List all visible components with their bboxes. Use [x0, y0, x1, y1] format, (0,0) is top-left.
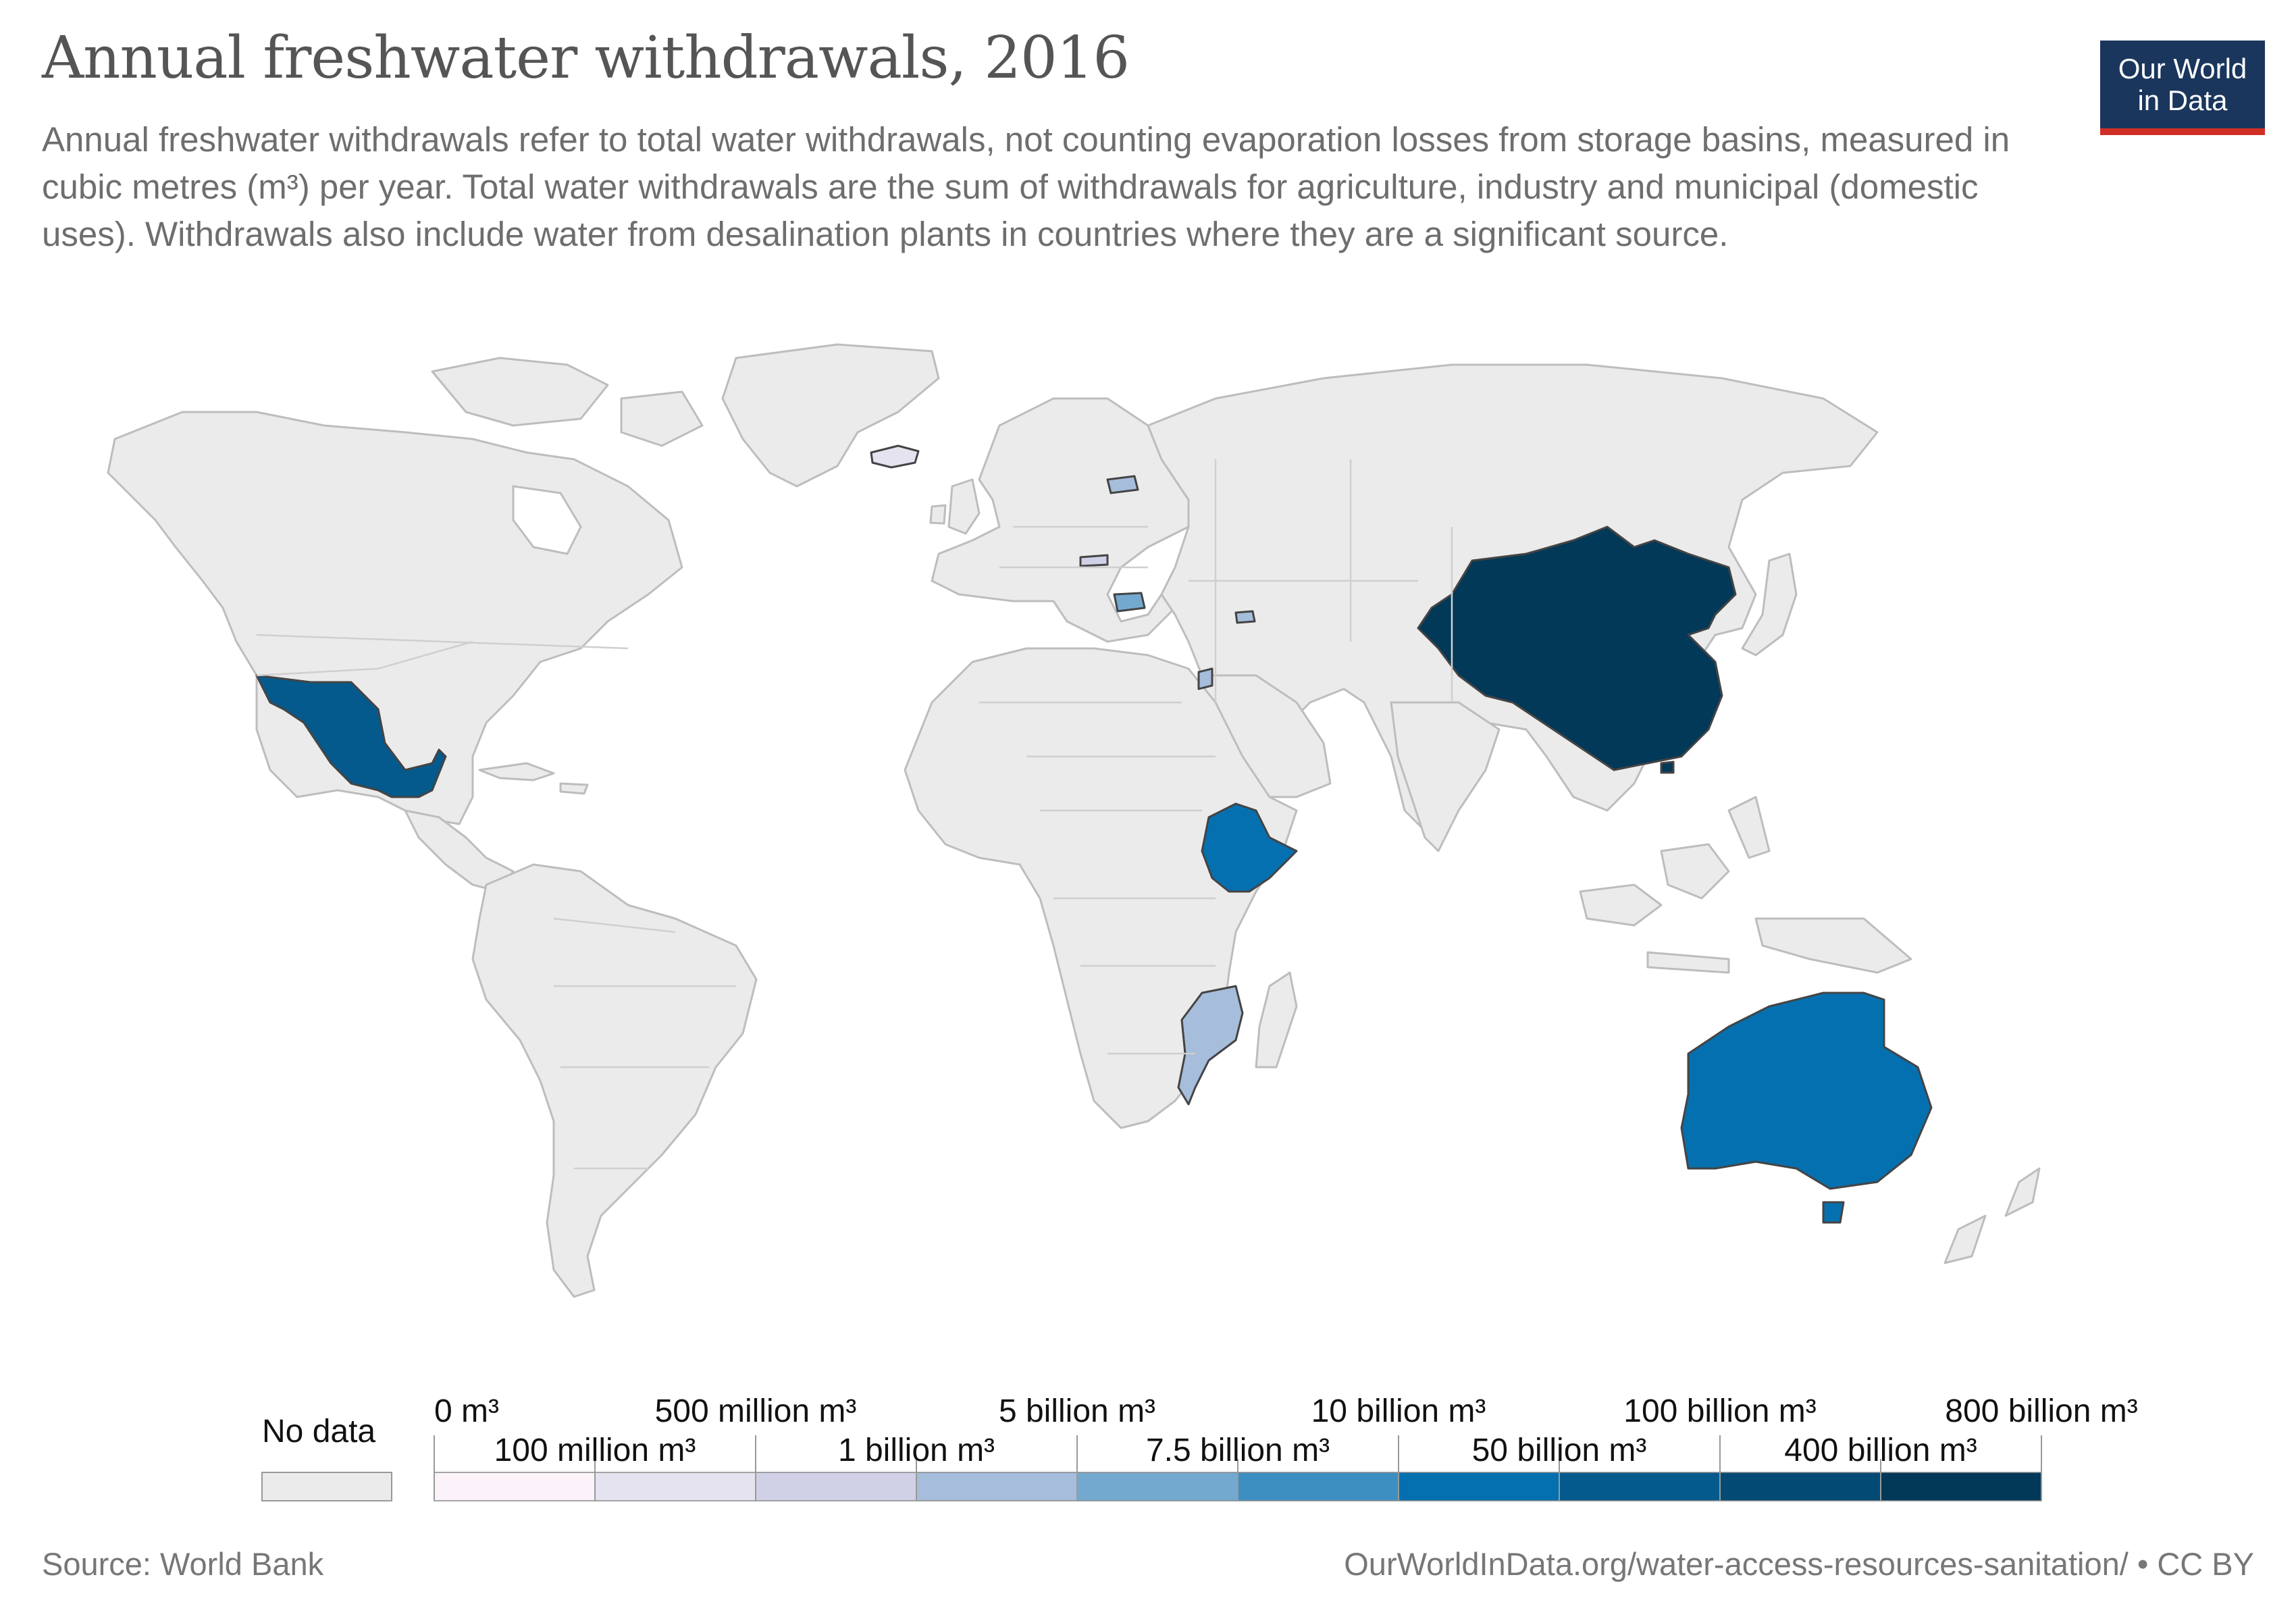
mozambique[interactable]	[1177, 985, 1244, 1106]
caribbean[interactable]	[478, 762, 589, 795]
legend-bin-2[interactable]	[755, 1472, 917, 1501]
world-map[interactable]	[0, 324, 2296, 1344]
india[interactable]	[1390, 701, 1501, 852]
legend-top-label-0: 0 m³	[434, 1393, 499, 1429]
legend-bin-8[interactable]	[1719, 1472, 1881, 1501]
iceland[interactable]	[870, 444, 920, 469]
jordan[interactable]	[1197, 667, 1214, 690]
bulgaria[interactable]	[1113, 592, 1146, 613]
australia[interactable]	[1680, 992, 1933, 1190]
logo-line-1: Our World	[2118, 53, 2247, 84]
legend-top-label-4: 100 billion m³	[1623, 1393, 1816, 1429]
uk-ireland[interactable]	[929, 478, 981, 535]
country-borders	[256, 459, 1453, 1170]
source-url[interactable]: OurWorldInData.org/water-access-resource…	[1344, 1546, 2254, 1582]
owid-logo[interactable]: Our World in Data	[2100, 41, 2265, 135]
legend-bin-7[interactable]	[1559, 1472, 1721, 1501]
ethiopia[interactable]	[1201, 802, 1298, 893]
new-zealand[interactable]	[1943, 1167, 2041, 1264]
source-note: Source: World Bank	[42, 1546, 324, 1582]
legend-bottom-labels: 100 million m³ 1 billion m³ 7.5 billion m³…	[494, 1433, 1977, 1468]
south-america[interactable]	[471, 863, 758, 1298]
legend-ticks	[434, 1435, 2042, 1501]
legend-bin-1[interactable]	[594, 1472, 756, 1501]
legend-top-label-2: 5 billion m³	[999, 1393, 1155, 1429]
legend-bottom-label-3: 50 billion m³	[1472, 1433, 1647, 1468]
legend-top-label-1: 500 million m³	[655, 1393, 857, 1429]
legend-bin-3[interactable]	[916, 1472, 1078, 1501]
legend-bottom-label-2: 7.5 billion m³	[1146, 1433, 1330, 1468]
logo-line-2: in Data	[2137, 84, 2228, 116]
greenland[interactable]	[721, 343, 940, 488]
legend-bottom-label-1: 1 billion m³	[838, 1433, 995, 1468]
arctic-islands[interactable]	[431, 357, 704, 447]
legend-no-data-swatch[interactable]	[261, 1472, 392, 1501]
latvia[interactable]	[1106, 475, 1139, 494]
legend-top-label-3: 10 billion m³	[1311, 1393, 1486, 1429]
hainan[interactable]	[1660, 761, 1675, 774]
madagascar[interactable]	[1255, 971, 1298, 1069]
legend-bin-4[interactable]	[1076, 1472, 1238, 1501]
tasmania[interactable]	[1822, 1201, 1845, 1224]
chart-title: Annual freshwater withdrawals, 2016	[42, 24, 1130, 92]
legend-bin-0[interactable]	[434, 1472, 596, 1501]
armenia[interactable]	[1234, 610, 1256, 624]
legend-bottom-label-4: 400 billion m³	[1784, 1433, 1977, 1468]
legend-bins	[434, 1472, 2042, 1501]
legend-bin-6[interactable]	[1398, 1472, 1560, 1501]
color-legend: No data 0 m³ 500 million m³ 5 billion m³ 10…	[0, 1378, 2296, 1513]
legend-no-data-label: No data	[262, 1414, 375, 1449]
chart-subtitle: Annual freshwater withdrawals refer to t…	[42, 120, 2010, 253]
slovakia[interactable]	[1079, 554, 1109, 567]
legend-top-labels: 0 m³ 500 million m³ 5 billion m³ 10 billion…	[434, 1393, 2138, 1429]
china[interactable]	[1417, 525, 1737, 771]
japan[interactable]	[1741, 552, 1798, 657]
mexico[interactable]	[255, 674, 447, 798]
legend-bottom-label-0: 100 million m³	[494, 1433, 696, 1468]
legend-bin-9[interactable]	[1880, 1472, 2042, 1501]
legend-top-label-5: 800 billion m³	[1945, 1393, 2137, 1429]
southeast-asia-islands[interactable]	[1579, 796, 1912, 974]
legend-bin-5[interactable]	[1237, 1472, 1399, 1501]
